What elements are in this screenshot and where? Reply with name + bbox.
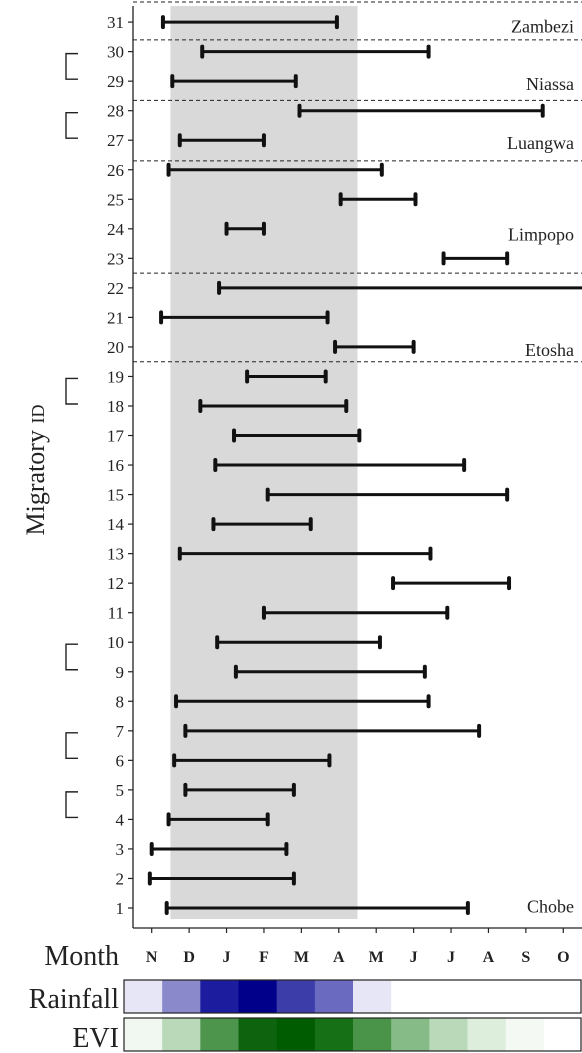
y-tick-label: 9 [116, 663, 125, 682]
y-tick-label: 26 [107, 161, 124, 180]
y-tick-label: 5 [116, 781, 125, 800]
pair-bracket [65, 643, 78, 671]
evi-strip-cell [543, 1018, 582, 1051]
pair-bracket [65, 732, 78, 760]
rainfall-strip-cell [124, 980, 163, 1013]
y-tick-label: 19 [107, 367, 124, 386]
region-label: Niassa [526, 74, 574, 94]
region-label: Etosha [525, 340, 574, 360]
rainfall-strip-frame [123, 979, 582, 1014]
y-tick-label: 28 [107, 102, 124, 121]
rainfall-strip-cell [276, 980, 316, 1013]
y-tick-label: 20 [107, 338, 124, 357]
evi-strip-cell [467, 1018, 507, 1051]
y-axis-title: Migratory ID [21, 405, 50, 536]
y-tick-label: 16 [107, 456, 124, 475]
month-label: J [447, 949, 455, 966]
rainfall-strip-cell [238, 980, 278, 1013]
evi-strip-cell [276, 1018, 316, 1051]
y-tick-label: 17 [107, 427, 125, 446]
y-tick-label: 15 [107, 486, 124, 505]
rainfall-strip-cell [505, 980, 545, 1013]
rainfall-strip-cell [353, 980, 392, 1013]
y-tick-label: 22 [107, 279, 124, 298]
evi-strip [123, 1017, 582, 1052]
month-label: N [146, 949, 158, 966]
rainfall-strip-cell [314, 980, 354, 1013]
region-label: Luangwa [507, 133, 574, 153]
evi-strip-cell [314, 1018, 354, 1051]
evi-strip-cell [162, 1018, 201, 1051]
rainfall-strip-cell [162, 980, 201, 1013]
y-tick-label: 8 [116, 692, 125, 711]
y-tick-label: 14 [107, 515, 125, 534]
y-tick-label: 10 [107, 633, 124, 652]
month-label: J [223, 949, 231, 966]
evi-strip-cell [429, 1018, 469, 1051]
month-label: M [369, 949, 384, 966]
evi-strip-cell [124, 1018, 163, 1051]
pair-bracket [65, 52, 78, 80]
y-tick-label: 27 [107, 131, 125, 150]
y-tick-label: 24 [107, 220, 125, 239]
month-label: A [333, 949, 345, 966]
evi-strip-cell [353, 1018, 392, 1051]
y-tick-label: 31 [107, 13, 124, 32]
y-tick-label: 11 [108, 604, 124, 623]
month-label: F [259, 949, 269, 966]
month-label: O [557, 949, 569, 966]
rainfall-strip-cell [391, 980, 430, 1013]
y-tick-label: 23 [107, 249, 124, 268]
month-label: J [410, 949, 418, 966]
y-tick-label: 1 [116, 899, 125, 918]
plot-area: ZambeziNiassaLuangwaLimpopoEtoshaChobe31… [65, 1, 582, 1052]
rainfall-strip-cell [200, 980, 240, 1013]
y-tick-label: 13 [107, 545, 124, 564]
rainfall-title: Rainfall [29, 984, 119, 1015]
y-tick-label: 4 [116, 810, 125, 829]
y-tick-label: 30 [107, 43, 124, 62]
x-axis-title: Month [44, 941, 119, 972]
evi-strip-cell [505, 1018, 545, 1051]
pair-bracket [65, 791, 78, 819]
rainfall-strip-cell [429, 980, 469, 1013]
evi-strip-cell [238, 1018, 278, 1051]
y-tick-label: 2 [116, 869, 125, 888]
evi-strip-cell [391, 1018, 430, 1051]
month-label: A [483, 949, 495, 966]
pair-bracket [65, 377, 78, 405]
y-tick-label: 3 [116, 840, 125, 859]
month-label: D [183, 949, 195, 966]
y-tick-label: 7 [116, 722, 125, 741]
evi-title: EVI [72, 1023, 119, 1053]
rainfall-strip-cell [467, 980, 507, 1013]
y-tick-label: 12 [107, 574, 124, 593]
region-label: Zambezi [511, 17, 574, 37]
y-tick-label: 18 [107, 397, 124, 416]
pair-bracket [65, 111, 78, 139]
evi-strip-cell [200, 1018, 240, 1051]
month-label: M [294, 949, 309, 966]
rainfall-strip-cell [543, 980, 582, 1013]
evi-strip-frame [123, 1017, 582, 1052]
y-tick-label: 29 [107, 72, 124, 91]
region-label: Chobe [527, 897, 574, 917]
shaded-season-band [170, 6, 358, 919]
y-tick-label: 25 [107, 190, 124, 209]
region-label: Limpopo [508, 225, 574, 245]
y-tick-label: 6 [116, 751, 125, 770]
month-label: S [521, 949, 530, 966]
y-tick-label: 21 [107, 308, 124, 327]
rainfall-strip [123, 979, 582, 1014]
